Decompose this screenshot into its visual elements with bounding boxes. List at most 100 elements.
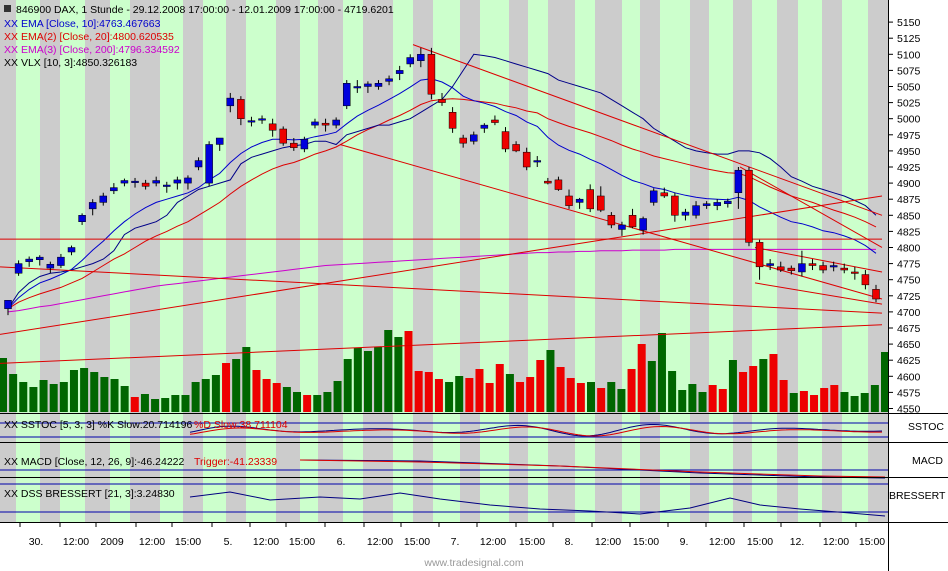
y-tick-label: 4575 bbox=[897, 387, 921, 399]
volume-bar bbox=[799, 391, 808, 412]
candle-body bbox=[205, 144, 213, 184]
dss-label: BRESSERT bbox=[889, 490, 946, 502]
time-axis: 30. 12:00 2009 12:00 15:00 5. 12:00 15:00 6. 12:0… bbox=[19, 522, 885, 548]
candle-body bbox=[342, 83, 351, 107]
volume-bar bbox=[404, 331, 413, 412]
candle-body bbox=[607, 215, 616, 226]
candle-body bbox=[57, 256, 65, 266]
y-tick-label: 4900 bbox=[897, 178, 921, 190]
candle-body bbox=[163, 184, 171, 187]
candle-body bbox=[734, 169, 743, 194]
volume-bar bbox=[222, 363, 231, 412]
candle-body bbox=[78, 215, 86, 222]
volume-bar bbox=[739, 372, 748, 412]
candle-body bbox=[152, 180, 160, 184]
y-tick-label: 4600 bbox=[897, 371, 921, 383]
volume-bar bbox=[39, 380, 48, 412]
volume-bar bbox=[556, 367, 565, 412]
candle-body bbox=[544, 180, 552, 184]
candle-body bbox=[829, 265, 838, 268]
volume-bar bbox=[49, 384, 58, 412]
price-axis: 4550 4575 4600 4625 4650 4675 4700 4725 4750 4775… bbox=[888, 17, 921, 415]
dss-legend-value: XX DSS BRESSERT [21, 3]:3.24830 bbox=[4, 488, 175, 500]
candle-body bbox=[438, 99, 446, 103]
candle-body bbox=[639, 218, 647, 231]
volume-bar bbox=[637, 344, 646, 412]
x-tick-label: 15:00 bbox=[859, 536, 885, 548]
volume-bar bbox=[201, 379, 210, 412]
candle-body bbox=[25, 258, 33, 262]
volume-bar bbox=[9, 374, 18, 412]
y-tick-label: 4700 bbox=[897, 307, 921, 319]
candle-body bbox=[491, 119, 499, 123]
volume-bar bbox=[769, 354, 778, 412]
trend-line bbox=[754, 247, 883, 273]
volume-bar bbox=[140, 394, 149, 412]
y-tick-label: 5100 bbox=[897, 49, 921, 61]
volume-bar bbox=[536, 360, 545, 412]
y-tick-label: 4675 bbox=[897, 323, 921, 335]
volume-bar bbox=[0, 358, 7, 412]
y-tick-label: 5050 bbox=[897, 81, 921, 93]
volume-bar bbox=[779, 380, 788, 412]
candle-body bbox=[819, 265, 827, 271]
candle-body bbox=[279, 128, 287, 144]
volume-bar bbox=[576, 383, 585, 412]
volume-bar bbox=[505, 374, 514, 412]
candle-body bbox=[300, 139, 309, 150]
candle-body bbox=[459, 137, 467, 144]
x-tick-label: 15:00 bbox=[175, 536, 201, 548]
candle-body bbox=[427, 54, 436, 95]
volume-bar bbox=[566, 378, 575, 412]
candle-body bbox=[184, 177, 192, 184]
y-tick-label: 5000 bbox=[897, 114, 921, 126]
macd-legend-value: XX MACD [Close, 12, 26, 9]:-46.24222 bbox=[4, 456, 185, 468]
candle-body bbox=[99, 195, 108, 203]
candle-body bbox=[713, 202, 721, 206]
volume-bar bbox=[59, 382, 68, 412]
chart-legend: 846900 DAX, 1 Stunde - 29.12.2008 17:00:… bbox=[4, 4, 394, 69]
candle-body bbox=[374, 83, 383, 87]
y-tick-label: 4800 bbox=[897, 242, 921, 254]
candle-body bbox=[226, 97, 235, 107]
x-tick-label: 2009 bbox=[100, 536, 124, 548]
volume-bar bbox=[434, 379, 443, 412]
volume-bar bbox=[830, 385, 839, 412]
volume-bar bbox=[789, 393, 798, 412]
volume-bar bbox=[749, 366, 758, 412]
candle-body bbox=[618, 224, 626, 230]
candle-body bbox=[872, 289, 880, 300]
volume-bar bbox=[100, 377, 109, 412]
candle-body bbox=[141, 182, 150, 187]
x-tick-label: 12:00 bbox=[253, 536, 279, 548]
x-tick-label: 12:00 bbox=[480, 536, 506, 548]
candle-body bbox=[120, 180, 129, 184]
volume-bar bbox=[668, 371, 677, 412]
session-band bbox=[318, 0, 343, 522]
x-tick-label: 15:00 bbox=[519, 536, 545, 548]
session-band bbox=[709, 0, 733, 522]
ema200-line bbox=[7, 248, 876, 313]
volume-bar bbox=[323, 392, 332, 412]
x-tick-label: 15:00 bbox=[633, 536, 659, 548]
session-band bbox=[548, 0, 575, 522]
volume-bars bbox=[0, 330, 889, 412]
session-band bbox=[733, 0, 752, 522]
candle-body bbox=[565, 195, 573, 206]
x-tick-label: 8. bbox=[565, 536, 574, 548]
trend-line bbox=[0, 195, 883, 335]
candle-body bbox=[395, 70, 404, 74]
y-tick-label: 4825 bbox=[897, 226, 921, 238]
candles bbox=[4, 47, 880, 316]
candle-body bbox=[755, 242, 764, 268]
volume-bar bbox=[394, 337, 403, 412]
y-tick-label: 4650 bbox=[897, 339, 921, 351]
volume-bar bbox=[414, 371, 423, 412]
volume-bar bbox=[242, 347, 251, 412]
candle-body bbox=[237, 99, 245, 119]
candle-body bbox=[406, 57, 414, 65]
candle-body bbox=[258, 118, 266, 121]
legend-ema200: XX EMA(3) [Close, 200]:4796.334592 bbox=[4, 44, 180, 56]
candle-body bbox=[215, 137, 224, 145]
volume-bar bbox=[870, 385, 879, 412]
